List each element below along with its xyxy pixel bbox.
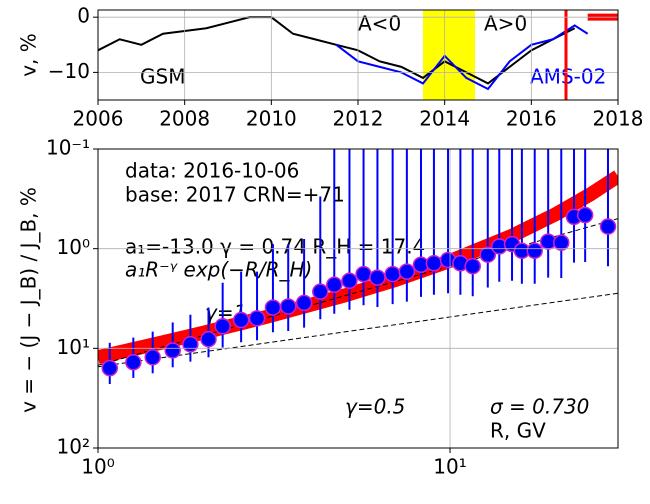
data-point bbox=[341, 272, 358, 290]
data-point bbox=[355, 265, 372, 283]
axes-frame bbox=[97, 148, 619, 449]
legend-label: GSM bbox=[140, 65, 185, 89]
x-tick-label: 2012 bbox=[333, 107, 384, 131]
data-point bbox=[125, 354, 142, 371]
x-tick-label: 10¹ bbox=[433, 455, 466, 479]
annotation: base: 2017 CRN=+71 bbox=[125, 183, 345, 207]
data-point bbox=[214, 317, 231, 335]
data-point bbox=[144, 349, 161, 366]
highlight-band bbox=[423, 10, 475, 100]
data-point bbox=[553, 234, 570, 251]
y-tick-label: −10 bbox=[48, 59, 90, 83]
x-tick-label: 2018 bbox=[593, 107, 644, 131]
y-tick-label: 0 bbox=[77, 4, 90, 28]
x-tick-label: 2016 bbox=[506, 107, 557, 131]
data-point bbox=[295, 294, 313, 312]
series-line bbox=[98, 16, 576, 85]
annotation: σ = 0.730 bbox=[490, 395, 589, 419]
x-tick-label: 2006 bbox=[73, 107, 124, 131]
data-point bbox=[164, 342, 181, 359]
y-tick-label: 10¹ bbox=[57, 335, 90, 359]
line-label: γ=0.5 bbox=[345, 395, 405, 419]
data-point bbox=[279, 298, 297, 315]
data-point bbox=[425, 254, 443, 272]
data-point bbox=[369, 269, 386, 286]
y-tick-label: 10² bbox=[57, 435, 90, 459]
legend-label: AMS-02 bbox=[530, 65, 606, 89]
x-axis-label: R, GV bbox=[490, 419, 546, 443]
annotation: A<0 bbox=[358, 12, 401, 36]
plot-area bbox=[98, 10, 618, 100]
plot-area bbox=[98, 149, 618, 385]
x-tick-label: 10⁰ bbox=[81, 455, 114, 479]
data-point bbox=[312, 283, 329, 300]
data-point bbox=[479, 246, 497, 263]
annotation: A>0 bbox=[484, 12, 527, 36]
data-point bbox=[101, 359, 119, 377]
data-point bbox=[248, 310, 266, 327]
data-point bbox=[264, 299, 282, 316]
data-point bbox=[326, 276, 343, 293]
y-axis-label: v, % bbox=[17, 33, 41, 77]
y-axis-label: v = − (J − J_B) / J_B, % bbox=[17, 187, 41, 413]
axes-frame bbox=[97, 9, 619, 101]
x-tick-label: 2014 bbox=[419, 107, 470, 131]
data-point bbox=[576, 206, 594, 224]
data-point bbox=[232, 311, 250, 329]
x-tick-label: 2008 bbox=[159, 107, 210, 131]
data-point bbox=[384, 265, 401, 283]
data-point bbox=[599, 218, 617, 235]
data-point bbox=[182, 336, 199, 353]
y-tick-label: 10⁰ bbox=[57, 235, 90, 259]
series-line bbox=[335, 24, 589, 91]
annotation: a₁R⁻ᵞ exp(−R/R_H) bbox=[125, 258, 312, 282]
data-point bbox=[464, 257, 481, 275]
data-point bbox=[526, 242, 543, 260]
y-tick-label: 10⁻¹ bbox=[46, 136, 90, 160]
data-point bbox=[200, 330, 217, 348]
annotation: a₁=-13.0 γ = 0.74 R_H = 17.4 bbox=[125, 235, 425, 259]
data-point bbox=[398, 263, 416, 280]
annotation: data: 2016-10-06 bbox=[125, 159, 299, 183]
x-tick-label: 2010 bbox=[246, 107, 297, 131]
